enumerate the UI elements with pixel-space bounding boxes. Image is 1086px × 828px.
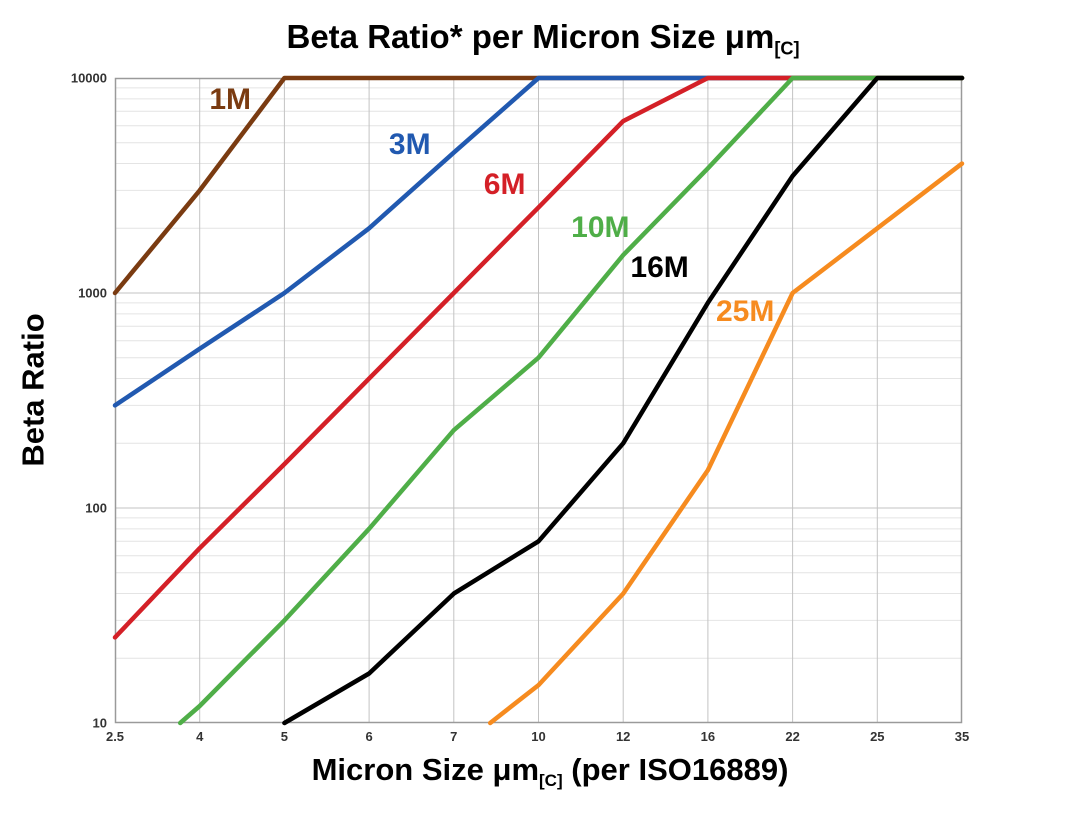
curve-label-6M: 6M bbox=[483, 168, 526, 202]
chart-title: Beta Ratio* per Micron Size μm[C] bbox=[0, 18, 1086, 59]
chart-title-subscript: [C] bbox=[774, 38, 800, 59]
y-tick-label: 100 bbox=[85, 500, 107, 516]
x-axis-label-post: (per ISO16889) bbox=[562, 752, 789, 787]
x-tick-label: 35 bbox=[954, 729, 970, 744]
series-line-10M bbox=[177, 75, 965, 726]
series-line-25M bbox=[487, 161, 965, 726]
x-tick-label: 25 bbox=[870, 729, 885, 744]
curve-label-16M: 16M bbox=[630, 251, 689, 285]
curve-label-3M: 3M bbox=[388, 128, 431, 162]
x-axis-label: Micron Size μm[C] (per ISO16889) bbox=[60, 752, 1040, 791]
y-tick-label: 10000 bbox=[70, 70, 107, 86]
x-tick-label: 22 bbox=[785, 729, 800, 744]
x-tick-label: 5 bbox=[280, 729, 289, 744]
chart-title-text: Beta Ratio* per Micron Size μm bbox=[286, 18, 775, 55]
y-tick-label: 1000 bbox=[78, 285, 107, 301]
y-axis-label-wrap: Beta Ratio bbox=[8, 0, 60, 780]
curve-label-1M: 1M bbox=[209, 82, 252, 116]
y-axis-label: Beta Ratio bbox=[16, 313, 51, 467]
x-tick-label: 2.5 bbox=[105, 729, 125, 744]
x-tick-label: 10 bbox=[531, 729, 546, 744]
x-tick-label: 7 bbox=[450, 729, 458, 744]
plot-area bbox=[112, 75, 965, 726]
x-tick-label: 12 bbox=[615, 729, 631, 744]
x-axis-label-subscript: [C] bbox=[539, 770, 563, 790]
curve-label-10M: 10M bbox=[571, 211, 630, 245]
y-tick-label: 10 bbox=[92, 715, 107, 731]
curve-label-25M: 25M bbox=[715, 295, 775, 329]
x-tick-label: 4 bbox=[196, 729, 204, 744]
x-tick-label: 6 bbox=[365, 729, 373, 744]
x-axis-label-pre: Micron Size μm bbox=[311, 752, 540, 787]
series-line-16M bbox=[282, 75, 965, 726]
x-tick-label: 16 bbox=[700, 729, 716, 744]
